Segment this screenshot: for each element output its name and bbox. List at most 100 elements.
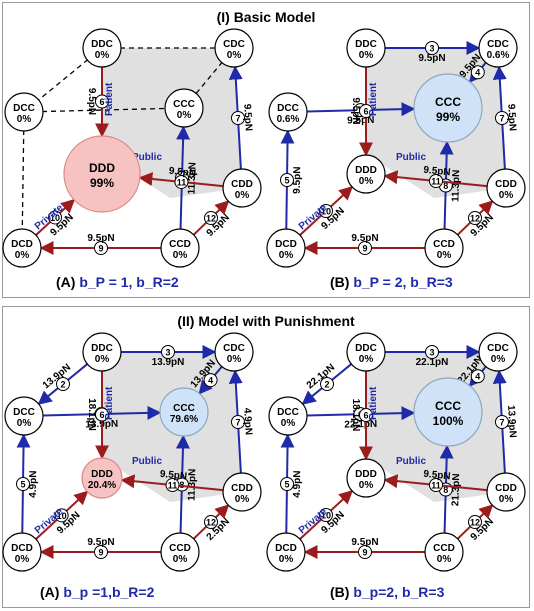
node-share: 0% — [15, 554, 30, 565]
panel-label: (A) — [56, 274, 76, 290]
node-dcd — [266, 228, 306, 268]
edge-number: 12 — [470, 518, 480, 528]
edge-number: 6 — [363, 107, 368, 117]
edge-number-badge — [204, 211, 218, 225]
edge-number-badge — [161, 345, 175, 359]
edge-number: 9 — [98, 548, 103, 558]
edge-label: 18.1pN — [350, 399, 361, 432]
node-ddc — [82, 28, 122, 68]
patient-label: Patient — [368, 386, 379, 420]
edge-number: 7 — [499, 114, 504, 124]
edge-number-badge — [470, 369, 485, 384]
edge-label: 13.9pN — [152, 357, 185, 368]
edge-label: 9.5pN — [350, 97, 361, 124]
node-share: 20.4% — [88, 480, 116, 491]
edge-number-badge — [280, 173, 294, 187]
node-name: CCC — [173, 99, 195, 110]
node-name: DDC — [355, 343, 377, 354]
panel-params: b_P = 2, b_R=3 — [353, 274, 453, 290]
edge-number-badge — [16, 477, 30, 491]
node-name: CDD — [231, 179, 253, 190]
edge-number-badge — [231, 111, 245, 125]
edge-label: 11.3pN — [186, 469, 198, 502]
diagram-panel-basic-b: 39.5pN49.5pN19.5pN69.5pN59.5pN79.5pN811.… — [266, 28, 526, 268]
node-share: 0% — [227, 50, 242, 61]
edge-label: 13.9pN — [505, 405, 518, 438]
node-ddd — [346, 154, 386, 194]
panel-caption: (A) b_P = 1, b_R=2 — [56, 274, 179, 290]
edge-number: 10 — [57, 511, 67, 521]
node-ccc — [413, 377, 483, 447]
patient-label: Patient — [104, 386, 115, 420]
node-ccc — [159, 387, 209, 437]
edge-label: 9.5pN — [86, 88, 97, 115]
edge-label: 9.5pN — [351, 537, 378, 548]
node-name: CCD — [169, 239, 191, 250]
node-name: DCD — [11, 543, 33, 554]
edge-number: 6 — [99, 410, 104, 420]
node-ddc — [346, 28, 386, 68]
node-share: 0% — [491, 354, 506, 365]
node-ccc — [164, 88, 204, 128]
edge-label: 18.1pN — [86, 398, 97, 431]
edge-label: 22.1pN — [344, 419, 377, 431]
edge-number-badge — [165, 478, 180, 493]
edge-label: 9.5pN — [418, 53, 445, 64]
node-ccd — [424, 532, 464, 572]
node-share: 0% — [359, 480, 374, 491]
edge-number: 9 — [362, 548, 367, 558]
diagram-panel-punish-b: 322.1pN222.1pN422.1pN122.1pN618.1pN54.9p… — [266, 332, 526, 572]
node-cdc — [214, 332, 254, 372]
edge-number: 12 — [206, 518, 216, 528]
edge-number: 6 — [99, 97, 104, 107]
edge-number: 9 — [362, 244, 367, 254]
edge-label: 9.5pN — [505, 104, 518, 132]
edge-number: 3 — [429, 44, 434, 54]
edge-number-badge — [174, 174, 189, 189]
patient-label: Patient — [104, 82, 115, 116]
node-share: 0% — [359, 176, 374, 187]
node-name: CDC — [223, 343, 245, 354]
node-share: 0% — [17, 114, 32, 125]
node-name: CDC — [487, 39, 509, 50]
edge-label: 9.5pN — [168, 166, 196, 180]
node-name: CCD — [433, 543, 455, 554]
node-share: 0% — [173, 250, 188, 261]
edge-number: 4 — [208, 376, 213, 386]
edge-number: 10 — [50, 213, 60, 223]
node-share: 99% — [436, 110, 460, 124]
node-name: CDD — [231, 483, 253, 494]
edge-number: 10 — [321, 511, 331, 521]
node-ddd — [346, 458, 386, 498]
edge-number-badge — [231, 415, 245, 429]
edge-number: 3 — [429, 348, 434, 358]
node-name: CDC — [487, 343, 509, 354]
node-ddc — [346, 332, 386, 372]
edge-number: 11 — [431, 177, 441, 187]
edge-number: 2 — [324, 380, 329, 390]
edge-label: 9.5pN — [423, 469, 451, 483]
edge-number-badge — [320, 377, 334, 391]
edge-number: 2 — [60, 380, 65, 390]
node-name: DDD — [91, 469, 113, 480]
edge-number: 12 — [206, 214, 216, 224]
patient-label: Patient — [368, 82, 379, 116]
edge-number: 7 — [499, 418, 504, 428]
node-share: 0% — [173, 554, 188, 565]
node-name: DDD — [355, 469, 377, 480]
edge-number-badge — [56, 377, 70, 391]
edge-number-badge — [94, 545, 108, 559]
node-cdc — [478, 28, 518, 68]
edge-number: 4 — [475, 68, 480, 78]
edge-number: 11 — [168, 481, 178, 491]
edge-number-badge — [204, 515, 218, 529]
edge-number: 9 — [98, 244, 103, 254]
edge-label: 4.9pN — [28, 470, 39, 497]
edge-number-badge — [470, 65, 485, 80]
node-share: 0% — [95, 354, 110, 365]
section-title: (I) Basic Model — [216, 9, 316, 25]
node-cdd — [486, 168, 526, 208]
edge-number-badge — [468, 515, 482, 529]
node-dcc — [4, 92, 44, 132]
node-cdc — [214, 28, 254, 68]
